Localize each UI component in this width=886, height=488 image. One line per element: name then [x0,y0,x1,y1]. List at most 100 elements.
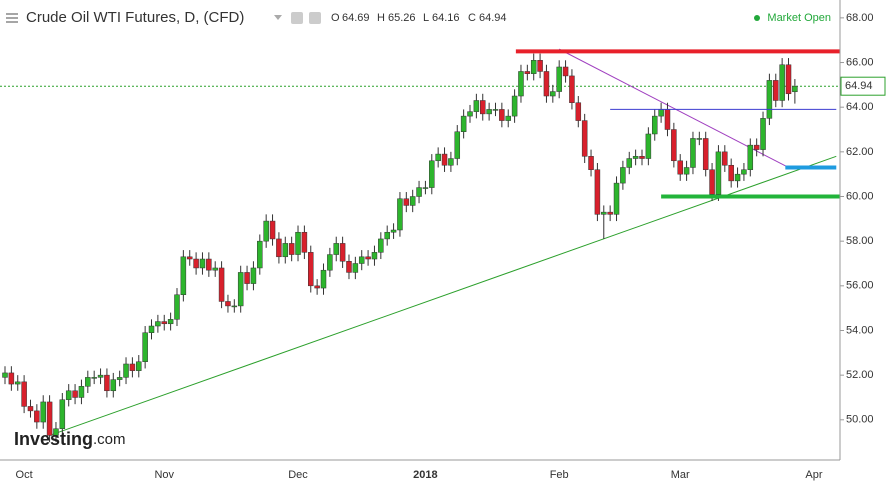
candle-body [333,243,339,255]
candle-body [581,120,588,157]
candle-body [779,64,785,101]
logo-suffix: .com [93,431,126,448]
y-tick-label: 64.00 [846,101,874,113]
candle-body [148,325,155,333]
candle-body [651,115,658,135]
candle-body [46,401,53,436]
candle-body [632,156,639,159]
candle-body [346,261,352,273]
logo: Investing.com [14,429,126,449]
candle-body [116,377,123,380]
candle-body [722,151,728,166]
candle-body [409,196,416,206]
candle-body [136,361,142,371]
candle-body [59,399,66,429]
candle-body [550,91,556,97]
candle-body [250,267,257,284]
candle-body [314,285,320,289]
candle-body [492,109,499,111]
settings-icon[interactable] [291,12,303,24]
candle-body [288,243,295,255]
candle-body [677,160,683,175]
candle-body [72,390,78,398]
candle-body [499,109,505,121]
candle-body [658,109,664,117]
candle-body [142,332,148,362]
candle-body [569,75,575,103]
candle-body [97,374,104,378]
candle-body [773,80,779,101]
candle-body [174,294,180,320]
candle-body [747,144,754,170]
logo-name: Investing [14,429,93,449]
candle-body [562,66,569,77]
candle-body [753,144,760,150]
candle-body [282,243,289,258]
candle-body [180,256,187,296]
y-tick-label: 60.00 [846,190,874,202]
candle-body [613,182,620,215]
y-tick-label: 66.00 [846,56,874,68]
candle-body [448,158,454,166]
candle-body [167,319,174,325]
x-tick-label: Oct [16,469,33,481]
candle-body [702,138,709,170]
candle-body [696,138,703,140]
candle-body [575,102,582,121]
candle-body [218,267,225,302]
candle-body [467,111,473,117]
candle-body [358,256,365,264]
candle-body [8,372,15,385]
candle-body [193,258,199,269]
ohlc-value: 65.26 [388,12,416,24]
candle-body [231,305,238,308]
ohlc-label: H [377,12,385,24]
candle-body [537,60,543,72]
candle-body [40,401,46,423]
candle-body [390,229,397,233]
candle-body [78,386,85,398]
candle-body [257,240,263,269]
dropdown-icon[interactable] [274,15,282,20]
ohlc-value: 64.16 [432,12,460,24]
candle-body [123,363,129,378]
candle-body [403,198,410,206]
candle-body [435,153,441,162]
plot-area [0,48,840,443]
candle-body [308,252,314,287]
candle-body [639,156,645,159]
candle-body [263,220,269,242]
candle-body [429,160,435,188]
price-box-label: 64.94 [845,80,873,92]
candle-body [2,372,8,378]
menu-icon[interactable] [6,13,18,23]
candle-body [715,151,722,195]
ohlc-label: O [331,12,340,24]
candle-body [441,153,448,166]
y-tick-label: 62.00 [846,146,874,158]
candle-body [543,71,550,97]
candle-body [486,109,492,115]
candle-body [422,187,429,189]
candle-body [734,173,741,182]
close-icon[interactable] [309,12,321,24]
candle-body [320,269,327,289]
candle-body [365,256,371,260]
candle-body [709,169,715,195]
x-tick-label: Nov [154,469,174,481]
candle-body [339,243,346,262]
candle-body [556,66,562,92]
candle-body [518,71,524,97]
candle-body [104,374,110,392]
price-box [840,76,886,96]
candle-body [480,100,486,115]
candle-body [416,187,422,197]
candle-body [378,238,384,253]
candle-body [269,220,276,240]
trendline [49,155,837,436]
candle-body [601,211,607,215]
x-tick-label: 2018 [413,469,437,481]
candle-body [91,377,97,379]
